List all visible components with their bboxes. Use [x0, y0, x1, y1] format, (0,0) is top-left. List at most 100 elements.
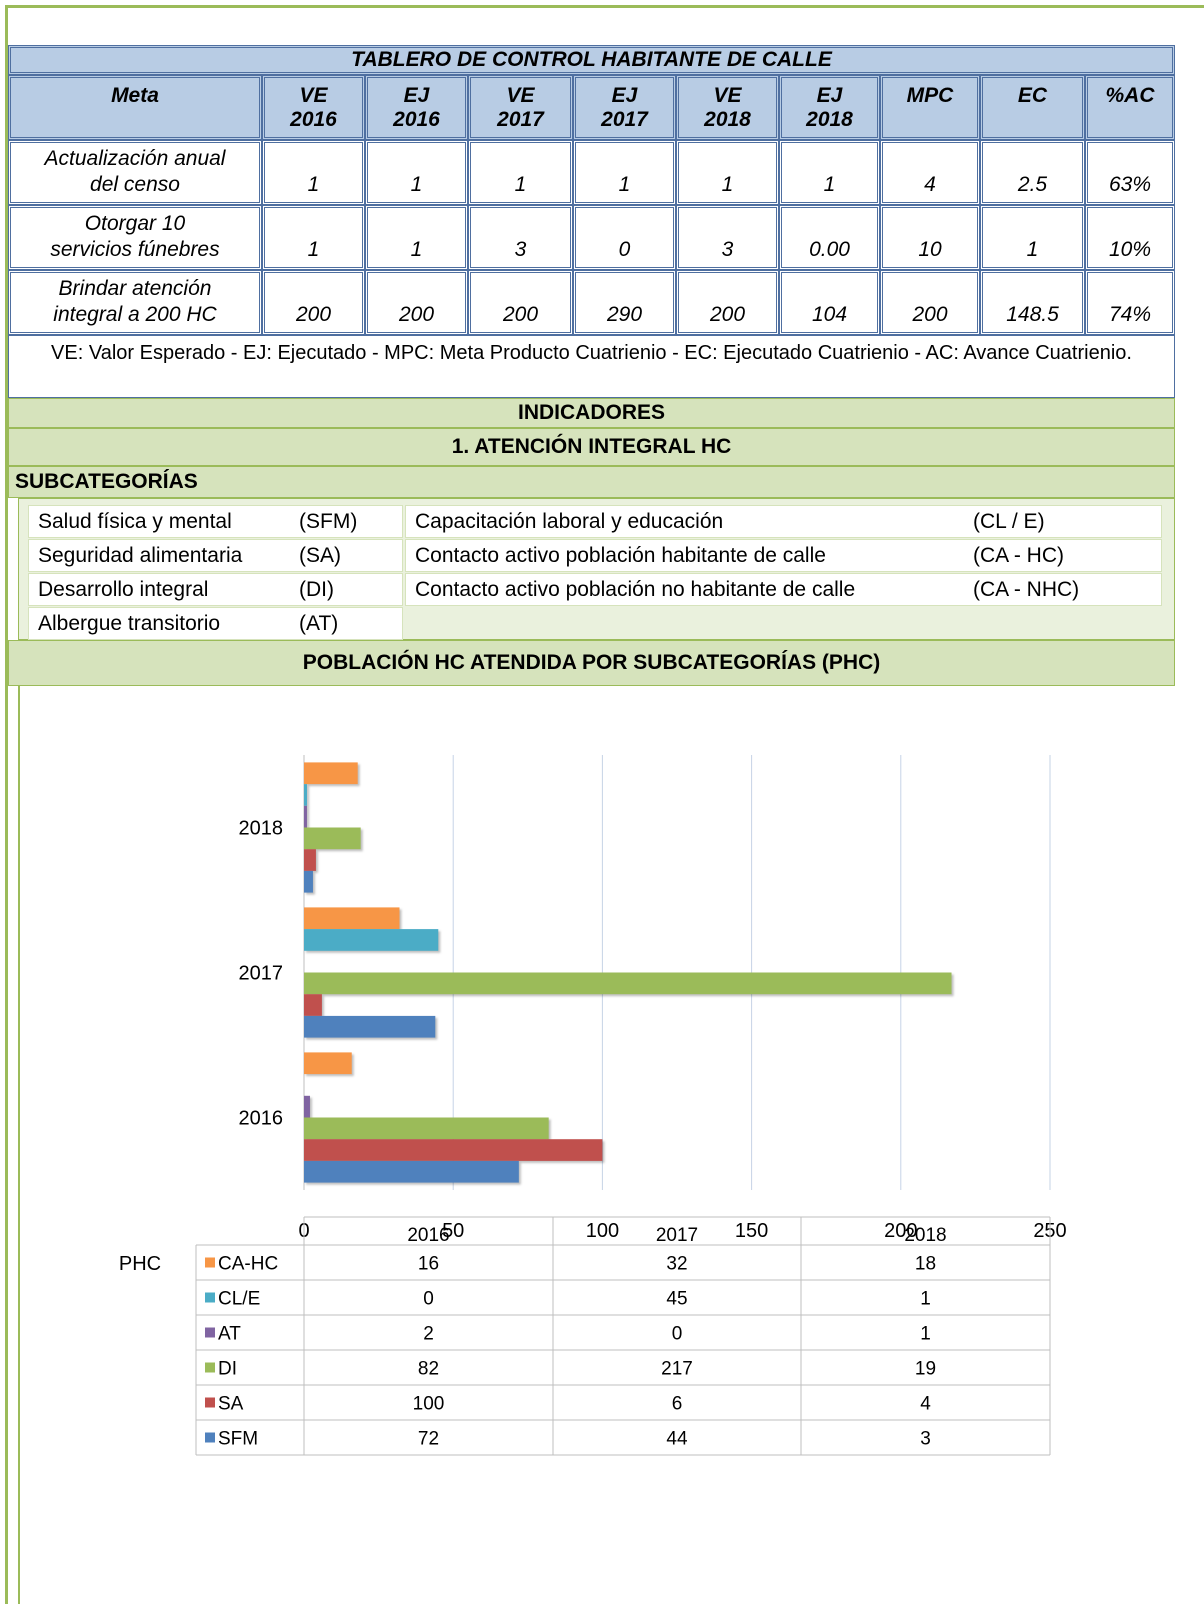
table-label: PHC [119, 1253, 161, 1275]
header-cell: VE 2018 [676, 75, 779, 140]
table-cell: 1 [365, 140, 468, 205]
table-header: 2017 [656, 1225, 698, 1246]
cell-text: 104 [811, 303, 848, 326]
table-cell: 1 [262, 205, 365, 270]
cell-text: del censo [90, 173, 180, 196]
header-cell: Meta [8, 75, 262, 140]
cell-text: servicios fúnebres [50, 238, 220, 261]
cell-text: 10% [1108, 238, 1152, 261]
header-text: 2017 [601, 108, 648, 131]
bar [304, 1117, 549, 1140]
y-tick-label: 2016 [239, 1108, 284, 1130]
table-value: 45 [666, 1289, 687, 1310]
subcategory-name: Albergue transitorio [38, 612, 221, 635]
bar [304, 849, 316, 871]
header-text: VE [713, 84, 742, 107]
legend-swatch [205, 1362, 215, 1373]
table-value: 1 [920, 1289, 931, 1310]
table-cell: 3 [468, 205, 573, 270]
subcategory-code: (CA - HC) [973, 544, 1064, 567]
bar [304, 994, 322, 1016]
table-value: 6 [672, 1394, 683, 1415]
x-tick-label: 50 [442, 1220, 464, 1242]
table-cell: 1 [262, 140, 365, 205]
cell-text: 3 [721, 238, 734, 261]
table-value: 4 [920, 1394, 931, 1415]
subcategory-cell: Capacitación laboral y educación (CL / E) [405, 505, 1162, 538]
table-value: 2 [423, 1324, 434, 1345]
header-text: %AC [1105, 84, 1155, 107]
table-cell: 10% [1085, 205, 1175, 270]
cell-text: 1 [823, 173, 836, 196]
table-value: 44 [666, 1429, 688, 1450]
legend-swatch [205, 1397, 215, 1408]
header-cell: MPC [880, 75, 980, 140]
cell-text: 63% [1108, 173, 1152, 196]
cell-text: 1 [410, 173, 423, 196]
header-text: EJ [611, 84, 638, 107]
y-tick-label: 2018 [239, 818, 284, 840]
header-text: Meta [111, 84, 159, 107]
table-cell: 104 [779, 270, 880, 335]
bar [304, 784, 307, 806]
header-cell: VE 2017 [468, 75, 573, 140]
cell-text: 74% [1108, 303, 1152, 326]
table-cell: 1 [468, 140, 573, 205]
table-cell: 74% [1085, 270, 1175, 335]
x-tick-label: 100 [586, 1220, 619, 1242]
cell-text: 1 [1026, 238, 1039, 261]
bar [304, 1160, 519, 1183]
chart-border-left [18, 686, 20, 1604]
subcategory-cell: Contacto activo población habitante de c… [405, 539, 1162, 572]
table-value: 1 [920, 1324, 931, 1345]
table-cell: 2.5 [980, 140, 1085, 205]
bar [304, 1095, 310, 1118]
subcategory-code: (SFM) [299, 510, 358, 533]
table-cell: 200 [676, 270, 779, 335]
cell-text: 1 [618, 173, 631, 196]
table-value: 18 [915, 1254, 936, 1275]
bar [304, 1015, 436, 1038]
header-cell: VE 2016 [262, 75, 365, 140]
table-cell: 63% [1085, 140, 1175, 205]
subcategory-name: Capacitación laboral y educación [415, 510, 724, 533]
subcategory-cell: Seguridad alimentaria (SA) [28, 539, 403, 572]
cell-text: 0.00 [809, 238, 850, 261]
header-cell: EC [980, 75, 1085, 140]
legend-label: AT [218, 1324, 241, 1345]
header-text: EJ [403, 84, 430, 107]
table-cell: 200 [262, 270, 365, 335]
table-value: 82 [418, 1359, 439, 1380]
table-cell: Actualización anual del censo [8, 140, 262, 205]
table-title: TABLERO DE CONTROL HABITANTE DE CALLE [8, 45, 1175, 75]
subcategory-code: (DI) [299, 578, 334, 601]
section-title: 1. ATENCIÓN INTEGRAL HC [8, 428, 1175, 466]
cell-text: 200 [502, 303, 539, 326]
bar [304, 907, 400, 930]
subcategory-name: Seguridad alimentaria [38, 544, 243, 567]
legend-swatch [205, 1327, 215, 1338]
table-cell: 200 [365, 270, 468, 335]
bar [304, 1139, 603, 1161]
cell-text: Actualización anual [44, 147, 226, 170]
table-header: 2018 [904, 1225, 946, 1246]
header-text: 2018 [806, 108, 853, 131]
cell-text: 4 [924, 173, 936, 196]
cell-text: 200 [912, 303, 948, 326]
bar [304, 762, 358, 785]
page-border-left [5, 5, 8, 1604]
subcategory-code: (CA - NHC) [973, 578, 1080, 601]
cell-text: 1 [307, 238, 320, 261]
header-text: EJ [816, 84, 843, 107]
table-cell: 1 [779, 140, 880, 205]
header-text: 2016 [393, 108, 440, 131]
table-cell: 1 [573, 140, 676, 205]
bar [304, 972, 952, 995]
legend-swatch [205, 1292, 215, 1303]
cell-text: integral a 200 HC [53, 303, 217, 326]
header-text: EC [1017, 84, 1048, 107]
cell-text: 290 [606, 303, 643, 326]
table-cell: 0.00 [779, 205, 880, 270]
population-title: POBLACIÓN HC ATENDIDA POR SUBCATEGORÍAS … [8, 640, 1175, 686]
